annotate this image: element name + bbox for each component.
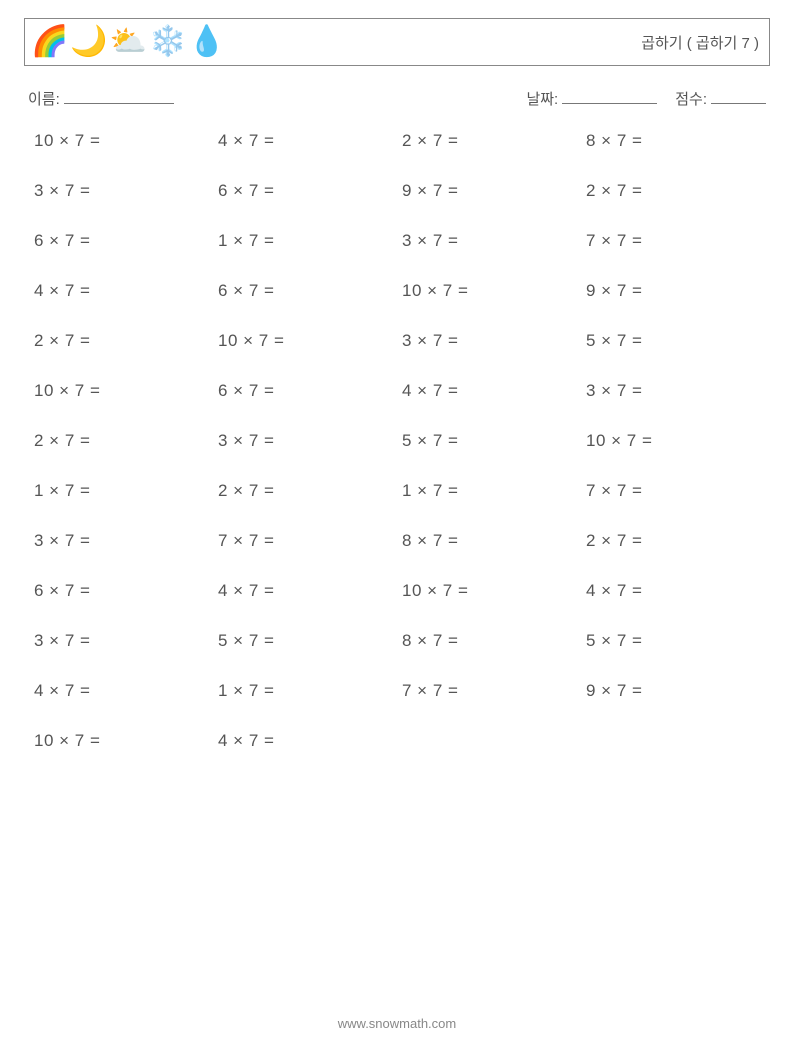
problem-cell: 7 × 7 = (402, 681, 586, 701)
problem-cell: 3 × 7 = (218, 431, 402, 451)
problem-cell: 2 × 7 = (402, 131, 586, 151)
problem-cell: 5 × 7 = (586, 331, 770, 351)
problem-cell: 7 × 7 = (218, 531, 402, 551)
problem-cell: 10 × 7 = (218, 331, 402, 351)
problem-cell: 9 × 7 = (402, 181, 586, 201)
problem-cell: 6 × 7 = (218, 381, 402, 401)
footer-url: www.snowmath.com (0, 1016, 794, 1031)
weather-icons: 🌈🌙⛅❄️💧 (31, 27, 228, 57)
problem-cell: 5 × 7 = (402, 431, 586, 451)
score-label: 점수: (675, 88, 707, 109)
worksheet-title: 곱하기 ( 곱하기 7 ) (641, 32, 759, 53)
problem-cell: 3 × 7 = (402, 231, 586, 251)
problem-cell: 1 × 7 = (218, 231, 402, 251)
problem-cell: 10 × 7 = (34, 131, 218, 151)
score-blank[interactable] (711, 88, 766, 104)
problem-cell: 3 × 7 = (402, 331, 586, 351)
problem-cell: 8 × 7 = (402, 531, 586, 551)
problem-cell: 8 × 7 = (402, 631, 586, 651)
problem-cell: 6 × 7 = (34, 581, 218, 601)
problem-cell: 4 × 7 = (34, 281, 218, 301)
problem-cell: 4 × 7 = (586, 581, 770, 601)
problem-cell: 4 × 7 = (218, 581, 402, 601)
problem-cell: 3 × 7 = (34, 631, 218, 651)
problem-cell: 1 × 7 = (218, 681, 402, 701)
problem-cell: 4 × 7 = (402, 381, 586, 401)
problem-cell: 9 × 7 = (586, 281, 770, 301)
problem-cell: 3 × 7 = (34, 531, 218, 551)
problem-cell: 5 × 7 = (586, 631, 770, 651)
date-label: 날짜: (526, 88, 558, 109)
problems-grid: 10 × 7 =4 × 7 =2 × 7 =8 × 7 =3 × 7 =6 × … (24, 131, 770, 751)
info-row: 이름: 날짜: 점수: (28, 88, 766, 109)
problem-cell: 3 × 7 = (586, 381, 770, 401)
problem-cell: 7 × 7 = (586, 231, 770, 251)
problem-cell: 10 × 7 = (34, 731, 218, 751)
problem-cell: 9 × 7 = (586, 681, 770, 701)
problem-cell: 4 × 7 = (218, 731, 402, 751)
problem-cell: 5 × 7 = (218, 631, 402, 651)
problem-cell: 10 × 7 = (34, 381, 218, 401)
problem-cell: 7 × 7 = (586, 481, 770, 501)
problem-cell: 3 × 7 = (34, 181, 218, 201)
problem-cell: 6 × 7 = (218, 281, 402, 301)
problem-cell: 6 × 7 = (34, 231, 218, 251)
problem-cell: 10 × 7 = (586, 431, 770, 451)
problem-cell: 2 × 7 = (218, 481, 402, 501)
problem-cell: 2 × 7 = (586, 181, 770, 201)
problem-cell: 2 × 7 = (34, 431, 218, 451)
problem-cell: 10 × 7 = (402, 581, 586, 601)
name-label: 이름: (28, 88, 60, 109)
problem-cell: 1 × 7 = (34, 481, 218, 501)
problem-cell: 2 × 7 = (34, 331, 218, 351)
problem-cell: 6 × 7 = (218, 181, 402, 201)
date-blank[interactable] (562, 88, 657, 104)
problem-cell: 10 × 7 = (402, 281, 586, 301)
problem-cell: 4 × 7 = (34, 681, 218, 701)
problem-cell: 4 × 7 = (218, 131, 402, 151)
problem-cell: 2 × 7 = (586, 531, 770, 551)
name-blank[interactable] (64, 88, 174, 104)
header-box: 🌈🌙⛅❄️💧 곱하기 ( 곱하기 7 ) (24, 18, 770, 66)
problem-cell: 1 × 7 = (402, 481, 586, 501)
problem-cell: 8 × 7 = (586, 131, 770, 151)
